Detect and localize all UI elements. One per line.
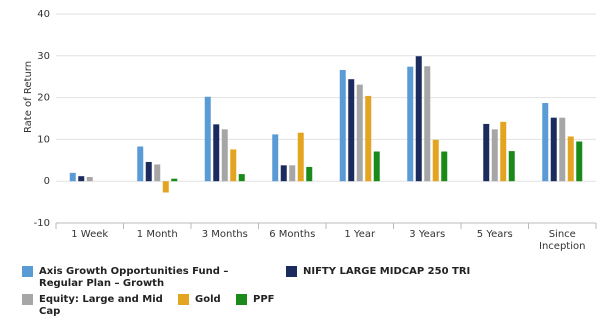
bar — [441, 151, 448, 182]
x-tick-label: 1 Month — [136, 229, 178, 240]
legend-swatch — [22, 266, 33, 277]
bar — [289, 165, 296, 182]
legend-swatch — [286, 266, 297, 277]
x-tick-label-box: Since Inception — [539, 229, 586, 252]
x-tick-label-box: 1 Month — [136, 229, 178, 240]
legend-swatch — [178, 294, 189, 305]
x-tick-label-box: 3 Years — [409, 229, 446, 240]
legend-item[interactable]: Axis Growth Opportunities Fund – Regular… — [22, 266, 272, 290]
x-tick-label-box: 6 Months — [269, 229, 316, 240]
bar — [86, 177, 93, 182]
bar — [373, 151, 380, 182]
legend-label: PPF — [253, 294, 275, 305]
bar — [221, 129, 228, 182]
bar — [567, 136, 574, 182]
legend-label: Gold — [195, 294, 221, 305]
bar — [145, 161, 152, 182]
bar — [348, 79, 355, 182]
y-axis-label: Rate of Return — [23, 61, 34, 133]
legend-swatch — [22, 294, 33, 305]
x-tick-label: 3 Years — [409, 229, 446, 240]
bar — [483, 123, 490, 182]
bar — [230, 149, 237, 182]
legend-item[interactable]: NIFTY LARGE MIDCAP 250 TRI — [286, 266, 486, 278]
bar — [297, 132, 304, 182]
y-tick-label: 10 — [37, 134, 50, 145]
bar — [78, 176, 85, 182]
legend-item[interactable]: Gold — [178, 294, 238, 306]
bar — [280, 165, 287, 182]
bar — [424, 66, 431, 182]
bar — [356, 84, 363, 182]
bar — [550, 117, 557, 182]
bar — [238, 174, 245, 182]
bar — [491, 129, 498, 182]
bar — [306, 166, 313, 182]
x-tick-label-box: 1 Year — [344, 229, 376, 240]
bar — [137, 146, 144, 182]
bar — [69, 172, 76, 182]
y-tick-label: 20 — [37, 93, 50, 104]
bar — [272, 134, 279, 182]
x-tick-label: 6 Months — [269, 229, 316, 240]
bar — [407, 66, 414, 182]
bar — [576, 141, 583, 182]
y-tick-label: 0 — [44, 176, 50, 187]
x-tick-label-box: 5 Years — [476, 229, 513, 240]
bar — [213, 124, 220, 182]
legend-swatch — [236, 294, 247, 305]
bar — [559, 117, 566, 182]
x-tick-label-box: 3 Months — [201, 229, 248, 240]
x-tick-label-box: 1 Week — [71, 229, 109, 240]
bar — [339, 70, 346, 182]
bar — [204, 96, 211, 182]
bar — [162, 181, 169, 193]
legend-item[interactable]: PPF — [236, 294, 296, 306]
y-tick-label: 30 — [37, 51, 50, 62]
x-tick-label: 3 Months — [201, 229, 248, 240]
bar — [432, 139, 439, 182]
bar — [365, 95, 372, 182]
y-tick-label: -10 — [34, 218, 50, 229]
bar — [171, 178, 178, 182]
legend-item[interactable]: Equity: Large and Mid Cap — [22, 294, 172, 318]
legend-label: Equity: Large and Mid Cap — [39, 294, 163, 317]
x-tick-label: 5 Years — [476, 229, 513, 240]
bar — [542, 103, 549, 182]
x-tick-label: 1 Week — [71, 229, 109, 240]
y-tick-label: 40 — [37, 9, 50, 20]
bar — [415, 56, 422, 182]
legend-label: Axis Growth Opportunities Fund – Regular… — [39, 266, 229, 289]
x-tick-label: Since Inception — [539, 229, 586, 252]
bar — [500, 121, 507, 182]
bar — [508, 151, 515, 182]
x-tick-label: 1 Year — [344, 229, 376, 240]
bar — [154, 164, 161, 182]
legend-label: NIFTY LARGE MIDCAP 250 TRI — [303, 266, 471, 277]
